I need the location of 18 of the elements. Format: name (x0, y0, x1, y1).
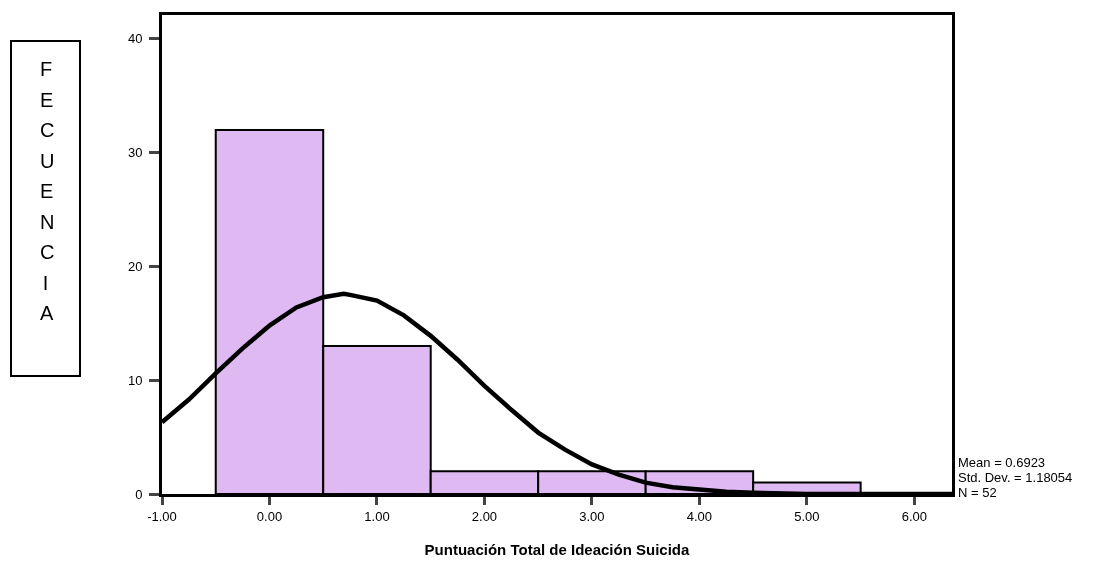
y-tick-label: 10 (127, 372, 143, 388)
x-tick-label: 4.00 (686, 508, 713, 524)
y-tick-label: 0 (135, 486, 143, 502)
x-tick-label: 1.00 (364, 508, 390, 524)
y-tick-label: 20 (127, 259, 143, 274)
x-tick-label: -1.00 (147, 508, 177, 524)
y-tick-label: 40 (127, 31, 143, 47)
x-tick-label: 0.00 (256, 508, 283, 524)
x-tick-label: 5.00 (794, 508, 820, 524)
x-axis-title: Puntuación Total de Ideación Suicida (424, 540, 691, 558)
text: N = 52 (958, 485, 997, 500)
x-tick-label: 6.00 (901, 508, 928, 524)
x-tick-label: 2.00 (471, 508, 498, 524)
text: Mean = 0.6923 (958, 455, 1046, 470)
y-tick-label: 30 (127, 145, 143, 161)
x-tick-label: 3.00 (579, 508, 605, 524)
text: Std. Dev. = 1.18054 (958, 470, 1073, 485)
text: FECUENCIA (39, 58, 55, 324)
